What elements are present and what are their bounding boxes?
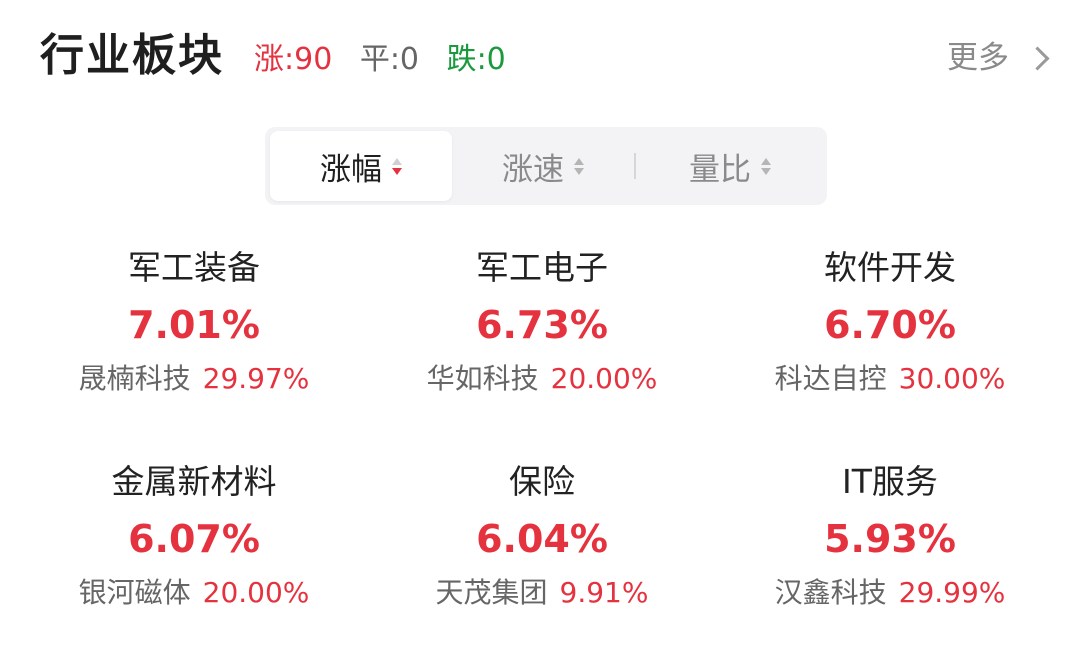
tab-volume-ratio[interactable]: 量比 bbox=[636, 131, 824, 201]
sector-change: 5.93% bbox=[824, 517, 956, 561]
down-count: 跌:0 bbox=[446, 42, 506, 77]
sector-name: 金属新材料 bbox=[111, 462, 277, 501]
chevron-right-icon bbox=[1025, 45, 1050, 71]
sector-name: 软件开发 bbox=[824, 248, 956, 287]
sort-icon bbox=[761, 157, 771, 175]
sort-icon bbox=[574, 157, 584, 175]
sector-change: 6.70% bbox=[824, 303, 956, 347]
leader-change: 30.00% bbox=[898, 362, 1006, 395]
leader-stock: 汉鑫科技 29.99% bbox=[775, 568, 1006, 618]
leader-name: 晟楠科技 bbox=[78, 362, 191, 395]
sector-card[interactable]: 保险 6.04% 天茂集团 9.91% bbox=[368, 454, 716, 668]
leader-change: 20.00% bbox=[550, 362, 658, 395]
leader-change: 20.00% bbox=[202, 576, 310, 609]
sort-tabs: 涨幅 涨速 量比 bbox=[265, 127, 827, 205]
leader-stock: 晟楠科技 29.97% bbox=[79, 354, 310, 404]
leader-stock: 天茂集团 9.91% bbox=[436, 568, 649, 618]
sector-card[interactable]: 军工电子 6.73% 华如科技 20.00% bbox=[368, 240, 716, 454]
leader-stock: 华如科技 20.00% bbox=[427, 354, 658, 404]
sector-change: 7.01% bbox=[128, 303, 260, 347]
more-button[interactable]: 更多 bbox=[947, 38, 1050, 78]
tab-label: 涨速 bbox=[502, 151, 564, 188]
header: 行业板块 涨:90 平:0 跌:0 更多 bbox=[0, 0, 1080, 120]
sort-icon bbox=[392, 157, 402, 175]
sector-card[interactable]: 软件开发 6.70% 科达自控 30.00% bbox=[716, 240, 1064, 454]
tab-change[interactable]: 涨幅 bbox=[270, 131, 452, 201]
sector-card[interactable]: 金属新材料 6.07% 银河磁体 20.00% bbox=[20, 454, 368, 668]
leader-change: 9.91% bbox=[559, 576, 649, 609]
leader-name: 科达自控 bbox=[774, 362, 887, 395]
sector-card[interactable]: IT服务 5.93% 汉鑫科技 29.99% bbox=[716, 454, 1064, 668]
up-count: 涨:90 bbox=[254, 42, 333, 77]
page-title: 行业板块 bbox=[40, 30, 224, 81]
sector-grid: 军工装备 7.01% 晟楠科技 29.97% 军工电子 6.73% 华如科技 20.… bbox=[20, 240, 1064, 668]
flat-count: 平:0 bbox=[359, 42, 420, 77]
sector-change: 6.04% bbox=[476, 517, 608, 561]
sector-card[interactable]: 军工装备 7.01% 晟楠科技 29.97% bbox=[20, 240, 368, 454]
tab-speed[interactable]: 涨速 bbox=[452, 131, 634, 201]
leader-stock: 科达自控 30.00% bbox=[775, 354, 1006, 404]
sector-name: 军工装备 bbox=[128, 248, 260, 287]
tab-label: 量比 bbox=[689, 151, 751, 188]
sector-name: 保险 bbox=[509, 462, 575, 501]
market-breadth: 涨:90 平:0 跌:0 bbox=[254, 40, 524, 80]
leader-stock: 银河磁体 20.00% bbox=[79, 568, 310, 618]
leader-name: 华如科技 bbox=[426, 362, 539, 395]
sector-change: 6.07% bbox=[128, 517, 260, 561]
more-label: 更多 bbox=[947, 40, 1009, 76]
sector-name: 军工电子 bbox=[476, 248, 608, 287]
leader-change: 29.97% bbox=[202, 362, 310, 395]
leader-name: 银河磁体 bbox=[78, 576, 191, 609]
leader-name: 汉鑫科技 bbox=[774, 576, 887, 609]
tab-divider bbox=[634, 153, 636, 179]
sector-name: IT服务 bbox=[842, 462, 938, 501]
sector-change: 6.73% bbox=[476, 303, 608, 347]
leader-change: 29.99% bbox=[898, 576, 1006, 609]
leader-name: 天茂集团 bbox=[435, 576, 548, 609]
tab-label: 涨幅 bbox=[320, 151, 382, 188]
